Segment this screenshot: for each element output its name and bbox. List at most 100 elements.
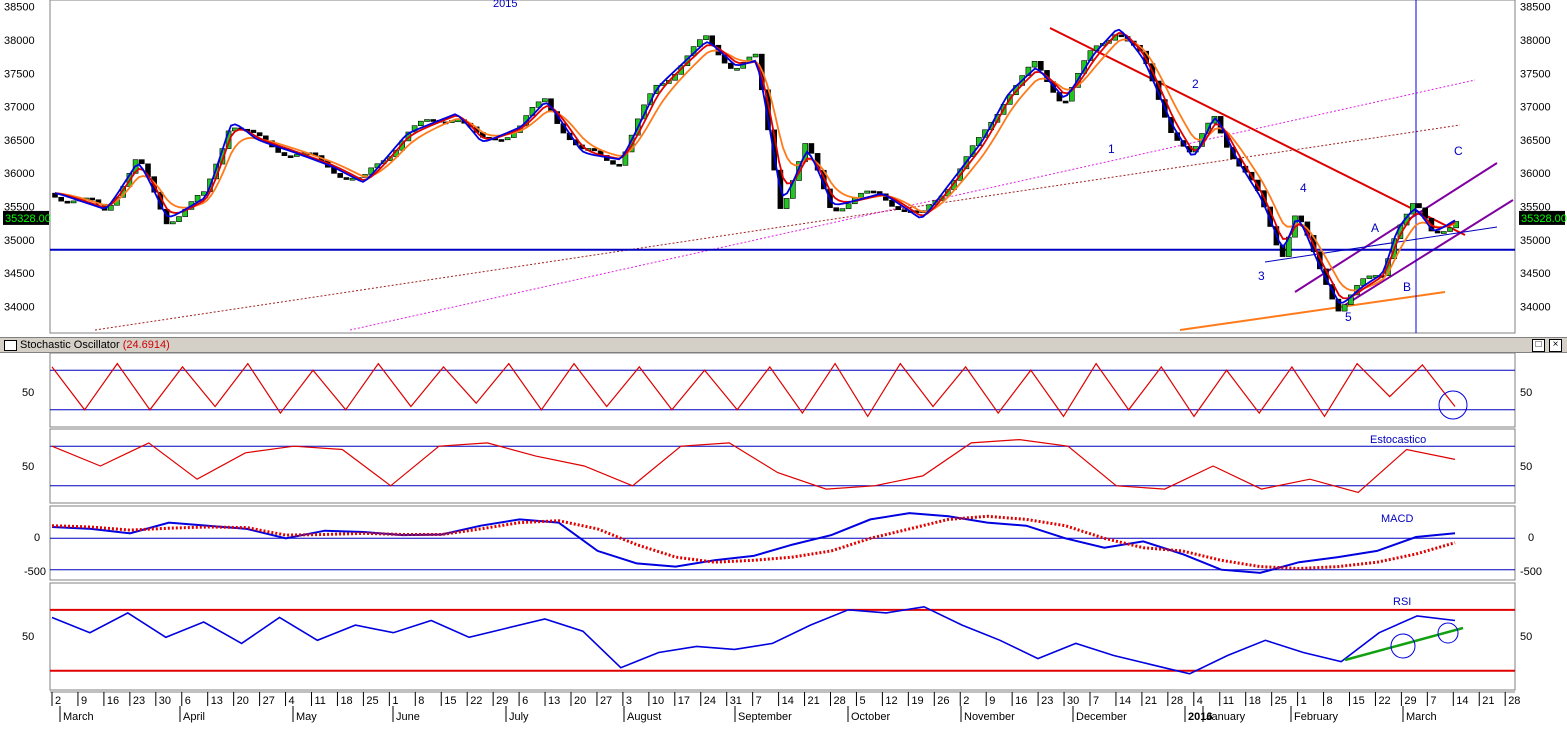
stochastic-title-text: Stochastic Oscillator: [20, 339, 120, 351]
day-label-22: 3: [626, 695, 632, 707]
estocastico-frame: [49, 428, 1516, 504]
month-label-7: October: [851, 711, 890, 723]
day-label-55: 21: [1482, 695, 1494, 707]
day-label-2: 16: [107, 695, 119, 707]
price-tag-left: 35328.00: [5, 213, 51, 225]
maximize-icon[interactable]: □: [1532, 339, 1545, 352]
price-tick-right: 37000: [1520, 102, 1551, 114]
day-label-14: 8: [418, 695, 424, 707]
candle: [430, 119, 437, 122]
stochastic-tick-right: 50: [1520, 387, 1532, 399]
wave-label-1: 1: [1108, 142, 1115, 156]
candle: [424, 119, 430, 122]
price-tick-left: 36000: [4, 168, 35, 180]
magenta-trend-line: [349, 79, 1476, 331]
price-tag-right: 35328.00: [1521, 213, 1567, 225]
candle: [417, 120, 424, 126]
day-label-39: 30: [1067, 695, 1079, 707]
rsi-green-trendline: [1344, 626, 1464, 662]
day-label-15: 15: [444, 695, 456, 707]
day-label-49: 8: [1327, 695, 1333, 707]
day-label-9: 4: [289, 695, 295, 707]
candle: [139, 159, 145, 165]
candle: [833, 207, 840, 212]
month-label-4: July: [509, 711, 529, 723]
day-label-3: 23: [133, 695, 145, 707]
day-label-5: 6: [185, 695, 191, 707]
price-tick-left: 34000: [4, 301, 35, 313]
day-label-38: 23: [1041, 695, 1053, 707]
wave-label-3: 3: [1258, 269, 1265, 283]
candle: [1118, 34, 1125, 38]
price-tick-right: 36500: [1520, 135, 1551, 147]
day-label-41: 14: [1119, 695, 1131, 707]
candle: [1335, 298, 1342, 312]
price-tick-left: 38500: [4, 2, 35, 14]
macd-label: MACD: [1381, 513, 1413, 525]
close-icon[interactable]: ×: [1549, 339, 1562, 352]
wave-label-B: B: [1403, 280, 1411, 294]
red-down-trendline: [1049, 27, 1466, 236]
orange-support-line: [1179, 291, 1446, 331]
candle: [889, 200, 895, 207]
rsi-label: RSI: [1393, 596, 1411, 608]
day-label-20: 20: [574, 695, 586, 707]
candle: [337, 173, 344, 178]
candle: [845, 203, 852, 209]
candle: [864, 190, 871, 194]
day-label-27: 7: [756, 695, 762, 707]
macd-tick-0-left: 0: [34, 532, 40, 544]
month-label-10: 2016: [1188, 711, 1212, 723]
rsi-frame: [49, 582, 1516, 691]
wave-label-5: 5: [1345, 310, 1352, 324]
day-label-24: 17: [678, 695, 690, 707]
candle: [839, 208, 846, 212]
month-label-6: September: [738, 711, 792, 723]
candle: [176, 216, 182, 222]
price-tick-right: 38000: [1520, 35, 1551, 47]
candle: [89, 197, 95, 201]
panel-icon: [4, 340, 17, 351]
month-label-2: May: [296, 711, 317, 723]
candle: [504, 137, 511, 141]
month-label-9: December: [1076, 711, 1127, 723]
day-label-36: 9: [989, 695, 995, 707]
day-label-45: 11: [1223, 695, 1234, 707]
day-label-28: 14: [782, 695, 794, 707]
price-tick-left: 34500: [4, 268, 35, 280]
price-tick-right: 34500: [1520, 268, 1551, 280]
day-label-44: 4: [1197, 695, 1203, 707]
day-label-8: 27: [263, 695, 275, 707]
candle: [1341, 304, 1348, 312]
price-tick-right: 35000: [1520, 235, 1551, 247]
month-label-8: November: [964, 711, 1015, 723]
candle: [498, 139, 505, 142]
day-label-53: 7: [1430, 695, 1436, 707]
candle: [703, 35, 709, 40]
month-label-0: March: [63, 711, 94, 723]
day-label-51: 22: [1378, 695, 1390, 707]
day-label-7: 20: [237, 695, 249, 707]
day-label-18: 6: [522, 695, 528, 707]
stochastic-circle: [1438, 390, 1468, 420]
candle: [783, 198, 790, 209]
candle: [541, 98, 548, 103]
candle: [752, 53, 759, 58]
price-tick-right: 36000: [1520, 168, 1551, 180]
day-label-33: 19: [911, 695, 923, 707]
day-label-47: 25: [1275, 695, 1287, 707]
candle: [1441, 231, 1447, 234]
rsi-circle-2: [1437, 622, 1459, 644]
estocastico-series-0: [51, 438, 1456, 494]
month-label-1: April: [183, 711, 205, 723]
day-label-6: 13: [211, 695, 223, 707]
wave-label-4: 4: [1300, 181, 1307, 195]
day-label-29: 21: [808, 695, 820, 707]
thin-blue-trendline: [1264, 226, 1498, 263]
wave-label-C: C: [1454, 144, 1463, 158]
price-tag-right-box: [1519, 210, 1565, 225]
estocastico-tick-left: 50: [22, 461, 34, 473]
day-label-43: 28: [1171, 695, 1183, 707]
day-label-25: 24: [704, 695, 716, 707]
